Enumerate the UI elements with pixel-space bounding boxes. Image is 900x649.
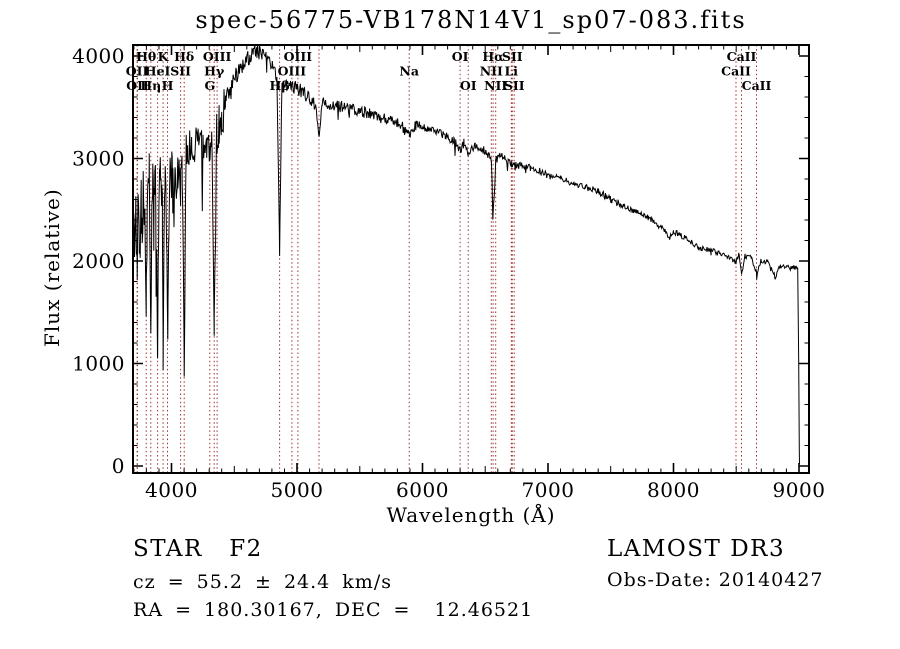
spectral-line-label: CaII <box>721 64 751 79</box>
x-tick-label: 8000 <box>647 478 700 502</box>
x-axis-label: Wavelength (Å) <box>386 503 556 527</box>
spectral-line-label: OIII <box>278 64 307 79</box>
spectral-line-label: CaII <box>727 49 757 64</box>
spectral-line-label: Hα <box>482 49 504 64</box>
spectral-line-label: OII <box>126 64 149 79</box>
y-axis-label: Flux (relative) <box>40 188 64 347</box>
axis-box <box>132 44 810 474</box>
spectral-line-label: OIII <box>284 49 313 64</box>
x-tick-label: 7000 <box>522 478 575 502</box>
minor-ticks <box>133 45 809 473</box>
spectral-line-label: CaII <box>742 78 772 93</box>
y-tick-label: 1000 <box>72 352 125 376</box>
spectral-line-label: K <box>158 49 170 64</box>
spectral-line-label: Hβ <box>270 78 290 93</box>
spectral-line-label: SII <box>504 78 525 93</box>
object-class-label: STAR F2 <box>133 536 263 562</box>
y-tick-label: 0 <box>112 454 125 478</box>
spectral-line-markers <box>136 45 757 473</box>
x-tick-label: 4000 <box>145 478 198 502</box>
y-tick-label: 3000 <box>72 147 125 171</box>
survey-release-label: LAMOST DR3 <box>607 536 786 562</box>
spectral-line-label: NII <box>480 64 503 79</box>
spectral-line-label: Hθ <box>136 49 156 64</box>
spectral-line-label: Hη <box>140 78 161 93</box>
plot-title: spec-56775-VB178N14V1_sp07-083.fits <box>195 6 747 34</box>
spectral-line-label: G <box>204 78 215 93</box>
x-tick-label: 9000 <box>773 478 826 502</box>
spectral-line-label: Hγ <box>204 64 225 79</box>
spectral-line-label: Hδ <box>174 49 194 64</box>
x-tick-label: 5000 <box>271 478 324 502</box>
spectral-line-label: HeI <box>145 64 171 79</box>
spectral-line-label: H <box>162 78 174 93</box>
spectral-line-label: OI <box>460 78 477 93</box>
y-tick-label: 4000 <box>72 44 125 68</box>
y-tick-label: 2000 <box>72 249 125 273</box>
spectral-line-label: Na <box>399 64 419 79</box>
spectrum-trace <box>133 45 800 465</box>
ra-dec-label: RA = 180.30167, DEC = 12.46521 <box>133 599 534 621</box>
x-tick-label: 6000 <box>396 478 449 502</box>
major-ticks <box>133 45 809 473</box>
spectral-line-label: OIII <box>203 49 232 64</box>
spectral-line-label: OI <box>452 49 469 64</box>
cz-velocity-label: cz = 55.2 ± 24.4 km/s <box>133 571 392 593</box>
spectral-line-label: SII <box>170 64 191 79</box>
spectral-line-label: OII <box>126 78 149 93</box>
obs-date-label: Obs-Date: 20140427 <box>607 569 824 591</box>
spectral-line-label: NII <box>484 78 507 93</box>
spectral-line-label: SII <box>502 49 523 64</box>
spectral-line-label: Li <box>505 64 519 79</box>
